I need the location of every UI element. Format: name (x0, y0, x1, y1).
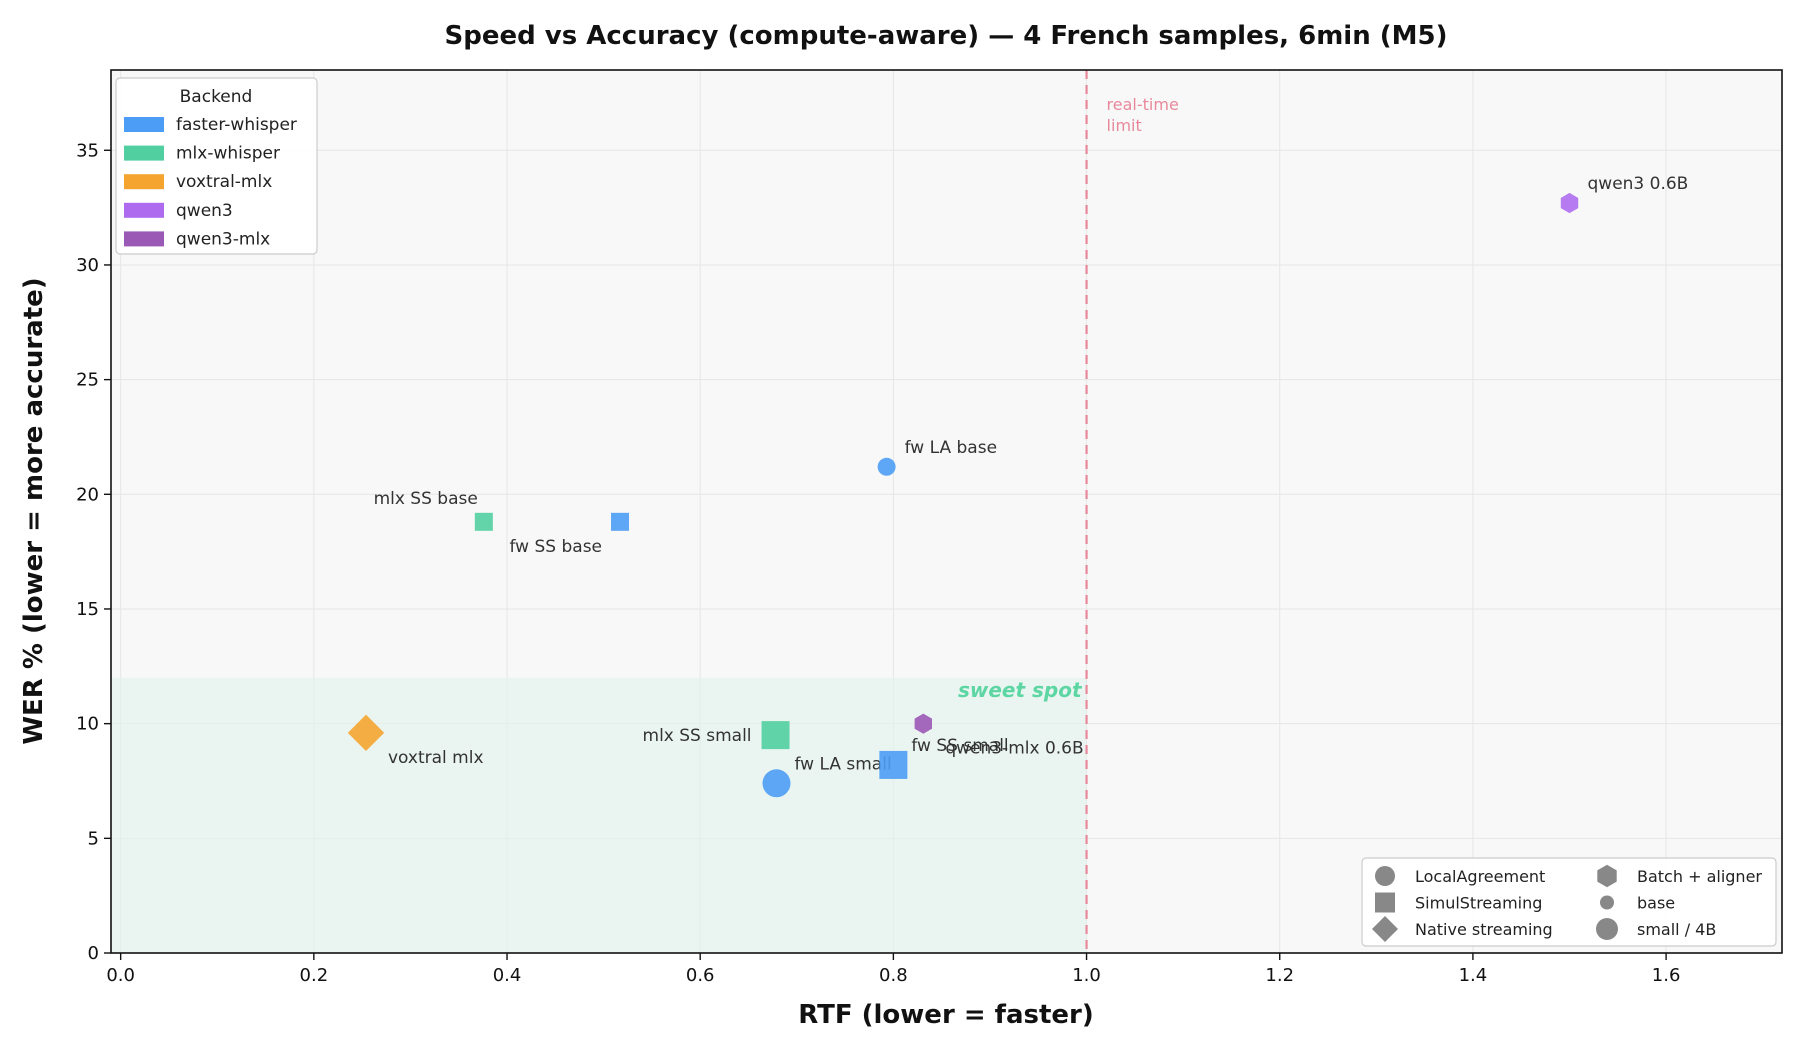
legend-label: voxtral-mlx (176, 172, 272, 192)
legend-label: qwen3-mlx (176, 229, 270, 249)
y-tick-label: 10 (76, 714, 99, 735)
sweet-spot-region (111, 677, 1087, 953)
y-tick-label: 25 (76, 370, 99, 391)
y-tick-label: 30 (76, 255, 99, 276)
data-label: fw LA small (795, 754, 892, 774)
x-tick-label: 0.4 (493, 965, 522, 986)
legend-marker-label: small / 4B (1637, 920, 1716, 939)
legend-swatch (124, 174, 164, 190)
y-axis-label: WER % (lower = more accurate) (19, 277, 49, 744)
legend-swatch (124, 117, 164, 132)
legend-swatch (124, 145, 164, 161)
x-tick-label: 1.4 (1459, 965, 1488, 986)
data-point (611, 512, 630, 531)
data-label: mlx SS base (374, 489, 478, 509)
legend-marker-label: Native streaming (1415, 920, 1553, 939)
legend-marker (1600, 895, 1614, 910)
data-point (879, 750, 908, 779)
legend-marker (1597, 864, 1617, 888)
x-tick-label: 0.6 (686, 965, 715, 986)
data-label: fw SS base (510, 537, 603, 557)
legend-label: mlx-whisper (176, 144, 280, 164)
legend-marker-label: Batch + aligner (1637, 867, 1762, 886)
data-label: fw LA base (905, 438, 997, 458)
data-points: fw LA base fw SS base mlx SS base qwen3 0.6… (347, 174, 1689, 798)
y-tick-label: 15 (76, 599, 99, 620)
x-tick-label: 1.2 (1265, 965, 1294, 986)
legend-marker (1596, 918, 1618, 940)
real-time-limit-label: real-time (1107, 95, 1179, 114)
legend-label: faster-whisper (176, 115, 297, 135)
y-axis-ticks: 0 5 10 15 20 25 30 35 (76, 140, 111, 964)
backend-legend: Backend faster-whisper mlx-whisper voxtral… (115, 77, 318, 255)
y-tick-label: 35 (76, 140, 99, 161)
x-axis-ticks: 0.0 0.2 0.4 0.6 0.8 1.0 1.2 1.4 1.6 (106, 953, 1680, 986)
data-point (877, 457, 896, 476)
x-tick-label: 0.0 (106, 965, 135, 986)
legend-marker-label: SimulStreaming (1415, 894, 1542, 913)
legend-marker-label: LocalAgreement (1415, 867, 1545, 886)
plot-frame (110, 69, 1783, 954)
real-time-limit-label-2: limit (1107, 116, 1142, 135)
data-label: fw SS small (911, 736, 1008, 756)
legend-marker-label: base (1637, 894, 1675, 913)
backend-legend-entries: faster-whisper mlx-whisper voxtral-mlx qwen… (124, 115, 297, 249)
data-label: voxtral mlx (388, 748, 484, 768)
data-point (347, 714, 385, 752)
data-point (1560, 192, 1579, 214)
marker-legend-entries: LocalAgreement SimulStreaming Native strea… (1372, 864, 1762, 942)
legend-label: qwen3 (176, 201, 233, 221)
legend-swatch (124, 202, 164, 218)
marker-legend: LocalAgreement SimulStreaming Native strea… (1361, 857, 1777, 947)
data-label: qwen3 0.6B (1588, 174, 1689, 194)
backend-legend-frame (115, 77, 318, 255)
data-point (761, 721, 790, 750)
x-axis-label: RTF (lower = faster) (798, 1000, 1094, 1030)
x-tick-label: 1.6 (1652, 965, 1681, 986)
y-tick-label: 5 (88, 828, 99, 849)
backend-legend-title: Backend (180, 87, 253, 107)
x-tick-label: 0.8 (879, 965, 908, 986)
y-tick-label: 20 (76, 484, 99, 505)
x-tick-label: 0.2 (300, 965, 329, 986)
data-label: mlx SS small (643, 726, 752, 746)
data-label: qwen3-mlx 0.6B (945, 739, 1083, 759)
data-point (762, 769, 791, 798)
legend-marker (1375, 866, 1395, 886)
chart-title: Speed vs Accuracy (compute-aware) — 4 Fr… (445, 21, 1448, 51)
legend-swatch (124, 231, 164, 247)
data-point (474, 512, 493, 531)
x-tick-label: 1.0 (1072, 965, 1101, 986)
data-point (914, 713, 932, 734)
sweet-spot-label: sweet spot (958, 678, 1083, 702)
legend-marker (1372, 916, 1398, 942)
legend-marker (1375, 892, 1395, 913)
marker-legend-frame (1361, 857, 1777, 947)
y-tick-label: 0 (88, 943, 99, 964)
